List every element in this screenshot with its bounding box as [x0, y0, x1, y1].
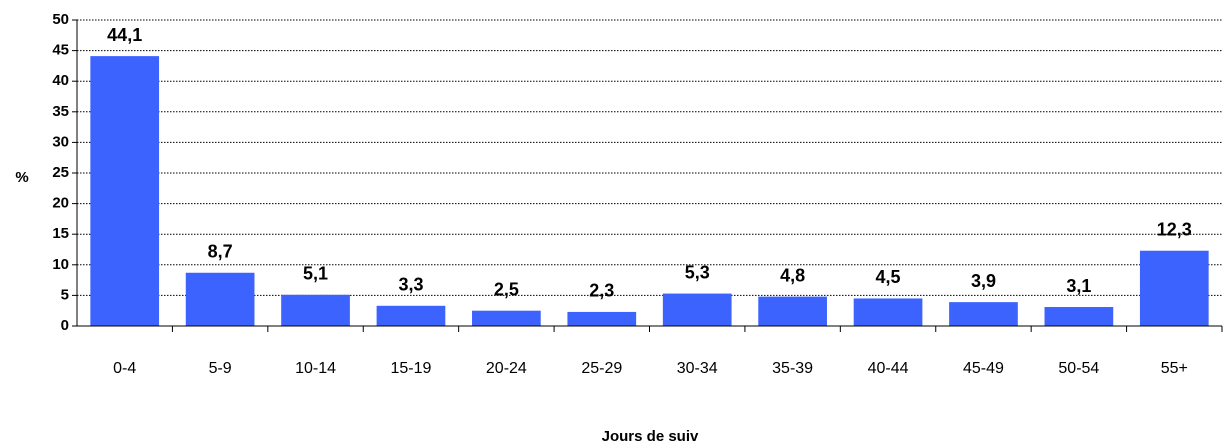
- x-tick-label: 20-24: [486, 360, 527, 377]
- x-tick-label: 45-49: [963, 360, 1004, 377]
- x-tick-label: 5-9: [209, 360, 232, 377]
- y-tick-label: 5: [61, 286, 69, 303]
- x-tick-label: 0-4: [113, 360, 136, 377]
- y-tick-label: 30: [52, 133, 69, 150]
- x-tick-label: 30-34: [677, 360, 718, 377]
- bar: [90, 56, 160, 326]
- bar: [758, 296, 827, 326]
- x-tick-label: 25-29: [581, 360, 622, 377]
- y-tick-label: 10: [52, 256, 69, 273]
- y-tick-label: 40: [52, 72, 69, 89]
- x-tick-label: 10-14: [295, 360, 336, 377]
- bar: [185, 272, 255, 326]
- value-label: 5,3: [685, 262, 710, 282]
- value-label: 4,5: [876, 267, 901, 287]
- value-label: 2,3: [589, 281, 614, 301]
- bar: [281, 294, 350, 326]
- x-tick-label: 15-19: [390, 360, 431, 377]
- y-tick-label: 25: [52, 164, 69, 181]
- y-tick-label: 15: [52, 225, 69, 242]
- y-axis-title: %: [15, 169, 28, 186]
- bar: [1044, 307, 1114, 326]
- value-label: 3,3: [398, 275, 423, 295]
- value-label: 12,3: [1157, 219, 1192, 239]
- bar: [662, 293, 732, 326]
- x-tick-label: 55+: [1161, 360, 1188, 377]
- y-tick-label: 20: [52, 195, 69, 212]
- bar: [949, 302, 1018, 326]
- y-tick-label: 45: [52, 42, 69, 59]
- value-label: 3,9: [971, 271, 996, 291]
- bar: [853, 298, 923, 326]
- bar: [1139, 250, 1209, 326]
- value-label: 3,1: [1066, 276, 1091, 296]
- y-tick-label: 35: [52, 103, 69, 120]
- x-tick-label: 40-44: [868, 360, 909, 377]
- x-axis-title: Jours de suiv: [602, 428, 699, 445]
- value-label: 4,8: [780, 265, 805, 285]
- value-label: 2,5: [494, 279, 519, 299]
- bar: [567, 311, 637, 326]
- value-label: 5,1: [303, 264, 328, 284]
- y-tick-label: 50: [52, 11, 69, 28]
- x-tick-label: 35-39: [772, 360, 813, 377]
- value-label: 8,7: [208, 242, 233, 262]
- y-tick-label: 0: [61, 317, 69, 334]
- x-tick-label: 50-54: [1058, 360, 1099, 377]
- value-label: 44,1: [107, 25, 142, 45]
- bar: [376, 305, 446, 326]
- bar: [472, 310, 541, 326]
